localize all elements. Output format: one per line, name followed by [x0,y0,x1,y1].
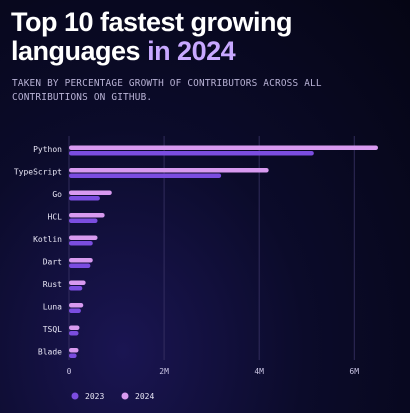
category-label: Blade [38,348,62,357]
bar-2023 [69,308,81,313]
bar-2024 [69,325,80,330]
bar-2023 [69,331,79,336]
bar-2023 [69,173,222,178]
x-tick-label: 4M [254,367,264,376]
title-main: Top 10 fastest growing languages [11,7,293,66]
x-tick-label: 2M [159,367,169,376]
category-label: Go [52,190,62,199]
bar-2024 [69,145,378,150]
category-label: Dart [43,258,62,267]
category-label: TSQL [43,325,62,334]
bar-2024 [69,303,84,308]
bar-2023 [69,196,100,201]
bar-2024 [69,190,112,195]
legend-label-2024: 2024 [135,392,154,401]
bar-2024 [69,235,98,240]
page-title: Top 10 fastest growing languages in 2024 [11,8,401,66]
bar-2023 [69,286,83,291]
legend-swatch-2024 [121,392,129,400]
category-label: Luna [43,303,62,312]
category-label: Rust [43,280,62,289]
bar-2023 [69,151,314,156]
chart-subtitle: TAKEN BY PERCENTAGE GROWTH OF CONTRIBUTO… [12,78,322,103]
bar-2024 [69,348,79,353]
category-label: Python [33,145,62,154]
legend-label-2023: 2023 [85,392,104,401]
x-tick-label: 6M [349,367,359,376]
bar-2023 [69,353,77,358]
bar-2024 [69,213,105,218]
bar-2023 [69,218,98,223]
title-highlight: in 2024 [147,36,236,66]
bar-2024 [69,280,86,285]
legend-swatch-2023 [71,392,79,400]
category-label: TypeScript [14,168,62,177]
category-label: HCL [48,213,63,222]
x-tick-label: 0 [67,367,72,376]
bar-2024 [69,168,269,173]
category-label: Kotlin [33,235,62,244]
bar-2023 [69,241,93,246]
bar-2024 [69,258,93,263]
bar-2023 [69,263,91,268]
